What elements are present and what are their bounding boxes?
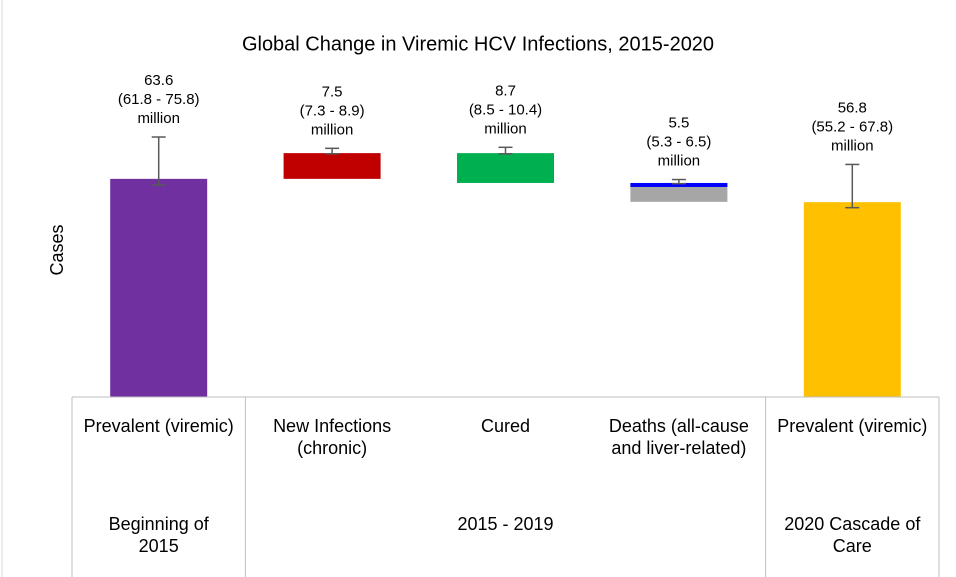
data-label-range: (55.2 - 67.8) — [811, 118, 893, 135]
bar-edge — [630, 182, 728, 187]
data-label-unit: million — [311, 121, 354, 138]
data-label: 5.5 — [668, 115, 689, 132]
data-label: 63.6 — [144, 72, 173, 89]
data-label-unit: million — [137, 110, 180, 127]
bar — [803, 202, 901, 397]
data-label-unit: million — [831, 137, 874, 154]
data-label-unit: million — [484, 120, 527, 137]
data-label-range: (7.3 - 8.9) — [300, 102, 365, 119]
group-label: 2020 Cascade of Care — [784, 514, 921, 556]
data-label-range: (61.8 - 75.8) — [118, 91, 200, 108]
bar — [110, 178, 208, 397]
bar — [630, 182, 728, 202]
x-tick-label: Cured — [480, 416, 531, 436]
group-label: 2015 - 2019 — [457, 514, 554, 534]
x-tick-label: Deaths (all-cause and liver-related) — [608, 416, 749, 458]
group-label: Beginning of 2015 — [108, 514, 209, 556]
x-tick-label: Prevalent (viremic) — [83, 416, 234, 436]
bar — [283, 153, 381, 179]
bar — [457, 153, 554, 183]
data-label-range: (5.3 - 6.5) — [646, 134, 711, 151]
data-label: 7.5 — [322, 83, 343, 100]
x-tick-label: New Infections (chronic) — [273, 416, 392, 458]
x-tick-label: Prevalent (viremic) — [777, 416, 928, 436]
data-label-unit: million — [658, 153, 701, 170]
chart-title: Global Change in Viremic HCV Infections,… — [242, 33, 714, 55]
data-label-range: (8.5 - 10.4) — [469, 101, 542, 118]
y-axis-label: Cases — [47, 224, 67, 275]
data-label: 56.8 — [838, 99, 867, 116]
data-label: 8.7 — [495, 82, 516, 99]
